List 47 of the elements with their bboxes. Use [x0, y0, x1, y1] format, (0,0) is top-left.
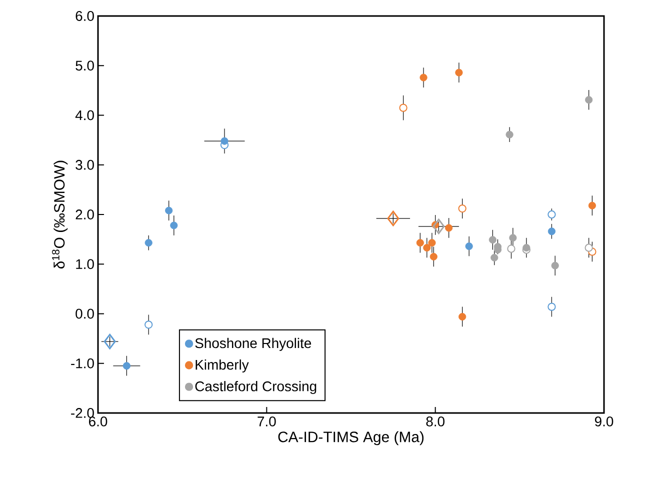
point	[144, 239, 152, 247]
point	[432, 218, 445, 234]
point	[144, 320, 153, 329]
legend-label: Castleford Crossing	[195, 381, 316, 394]
point	[170, 222, 178, 230]
point	[445, 224, 453, 232]
point	[588, 202, 596, 210]
point	[399, 104, 408, 112]
point	[488, 236, 496, 244]
y-tick-label: 0.0	[76, 308, 94, 319]
y-axis-title: δ$^{18}$O (‰SMOW)	[52, 160, 68, 269]
y-tick-label: 6.0	[76, 11, 94, 21]
point	[416, 239, 424, 247]
y-tick-label: 3.0	[76, 160, 94, 170]
y-tick-label: -1.0	[71, 358, 94, 368]
y-tick-label: -2.0	[71, 408, 94, 418]
x-tick-label: 8.0	[426, 416, 444, 426]
point	[551, 262, 559, 270]
point	[458, 312, 466, 321]
y-tick-label: 4.0	[75, 110, 94, 120]
point	[548, 228, 556, 236]
legend-label: Kimberly	[196, 359, 249, 372]
point	[387, 210, 400, 226]
point	[507, 244, 516, 253]
point	[490, 254, 498, 262]
x-tick-label: 6.0	[89, 416, 108, 426]
point	[122, 362, 130, 370]
point	[585, 96, 593, 104]
point	[465, 242, 473, 250]
point	[165, 206, 173, 214]
x-tick-label: 7.0	[258, 416, 276, 426]
point	[548, 210, 556, 219]
point	[420, 74, 428, 82]
y-tick-label: 1.0	[76, 259, 94, 270]
x-axis-title: CA-ID-TIMS Age (Ma)	[278, 431, 424, 446]
point	[548, 302, 556, 311]
legend-label: Shoshone Rhyolite	[195, 338, 312, 351]
point	[430, 252, 438, 260]
y-tick-label: 2.0	[76, 210, 94, 220]
point	[506, 130, 514, 138]
point	[509, 234, 517, 242]
x-tick-label: 9.0	[594, 416, 614, 426]
point	[458, 204, 466, 213]
y-tick-label: 5.0	[76, 60, 94, 71]
point	[455, 68, 463, 76]
point	[220, 137, 228, 145]
point	[104, 334, 116, 350]
